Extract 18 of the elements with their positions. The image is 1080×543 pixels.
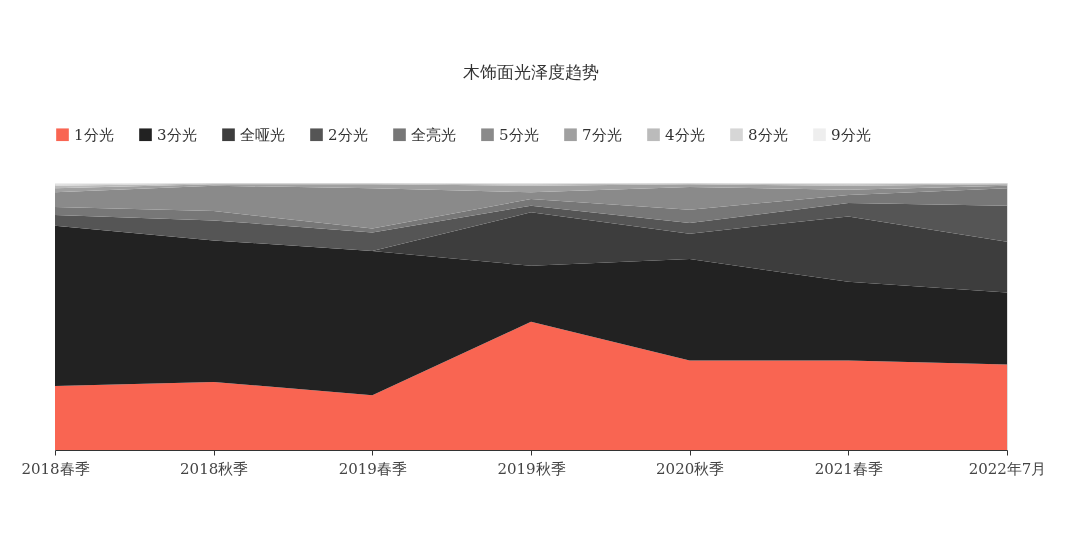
legend-label: 5分光 <box>499 125 539 144</box>
x-tick-label: 2019春季 <box>338 459 407 478</box>
legend-label: 8分光 <box>748 125 788 144</box>
legend-label: 2分光 <box>328 125 368 144</box>
x-tick-label: 2019秋季 <box>497 459 566 478</box>
x-tick-label: 2018秋季 <box>180 459 249 478</box>
legend-label: 4分光 <box>665 125 705 144</box>
chart-title: 木饰面光泽度趋势 <box>463 62 599 82</box>
legend-label: 3分光 <box>157 125 197 144</box>
x-tick-label: 2020秋季 <box>656 459 725 478</box>
legend-label: 全哑光 <box>240 125 285 144</box>
x-tick-label: 2021春季 <box>814 459 883 478</box>
legend-label: 9分光 <box>831 125 871 144</box>
legend-label: 1分光 <box>74 125 114 144</box>
x-tick-label: 2022年7月 <box>968 459 1047 478</box>
legend-label: 全亮光 <box>411 125 456 144</box>
x-tick-label: 2018春季 <box>21 459 90 478</box>
legend-label: 7分光 <box>582 125 622 144</box>
